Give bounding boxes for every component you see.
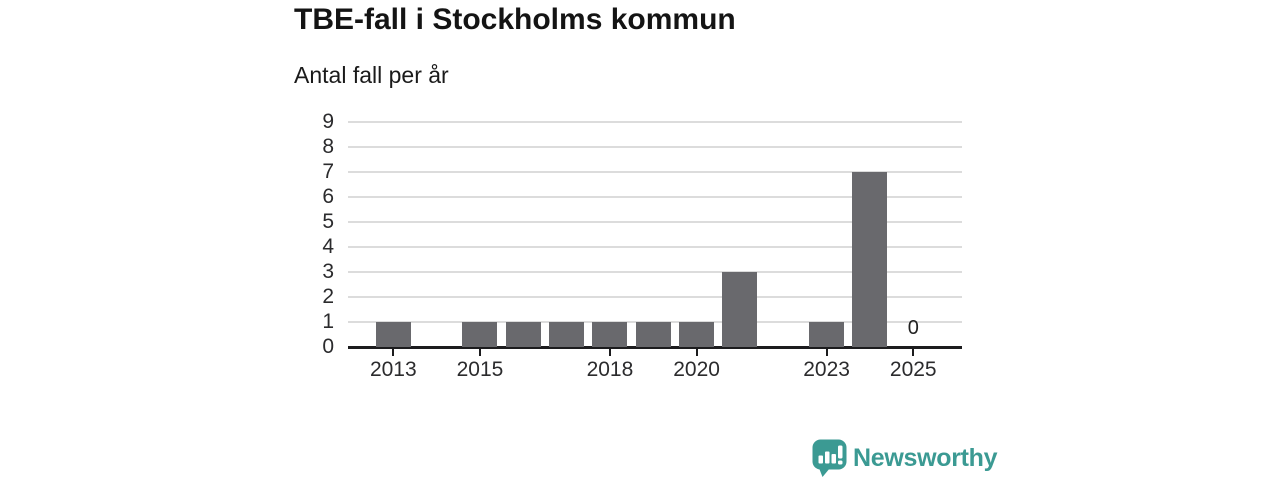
- x-axis-tick-2015: [478, 349, 481, 356]
- bar-2021: [722, 272, 758, 347]
- gridline-y-5: [348, 221, 962, 223]
- bar-2024: [852, 172, 888, 347]
- y-axis-label: 5: [322, 210, 334, 233]
- gridline-y-8: [348, 146, 962, 148]
- y-axis-label: 0: [322, 335, 334, 358]
- x-axis-tick-2018: [608, 349, 611, 356]
- gridline-y-2: [348, 296, 962, 298]
- x-axis-tick-2020: [695, 349, 698, 356]
- x-axis-label: 2020: [673, 358, 720, 381]
- x-axis-label: 2015: [456, 358, 504, 381]
- gridline-y-4: [348, 246, 962, 248]
- bar-2016: [505, 322, 541, 347]
- chart-title: TBE-fall i Stockholms kommun: [294, 3, 736, 36]
- gridline-y-9: [348, 121, 962, 123]
- y-axis-label: 7: [322, 160, 334, 183]
- y-axis-label: 1: [322, 310, 334, 333]
- bar-2020: [679, 322, 715, 347]
- x-axis-label: 2023: [803, 358, 850, 381]
- bar-2023: [809, 322, 845, 347]
- bar-2019: [635, 322, 671, 347]
- y-axis-label: 2: [322, 285, 334, 308]
- y-axis-label: 8: [322, 135, 334, 158]
- gridline-y-7: [348, 171, 962, 173]
- x-axis-label: 2025: [889, 358, 937, 381]
- bar-2018: [592, 322, 628, 347]
- y-axis-label: 6: [322, 185, 334, 208]
- x-axis-label: 2013: [369, 358, 417, 381]
- newsworthy-bar-chart-bubble-icon: [812, 439, 847, 477]
- bar-2013: [375, 322, 411, 347]
- gridline-y-3: [348, 271, 962, 273]
- bar-value-label-2025: 0: [907, 317, 919, 339]
- x-axis-label: 2018: [586, 358, 634, 381]
- plot-area: 0 1 2 3 4 5 6 7 8 9 0 2013 2015 2018 2020 2023 2025: [322, 110, 962, 381]
- chart-subtitle: Antal fall per år: [294, 62, 449, 88]
- y-axis-label: 3: [322, 260, 334, 283]
- x-axis-tick-2023: [825, 349, 828, 356]
- newsworthy-logo[interactable]: Newsworthy: [812, 439, 998, 477]
- x-axis-tick-2013: [392, 349, 395, 356]
- gridline-y-6: [348, 196, 962, 198]
- bar-2015: [462, 322, 498, 347]
- x-axis-tick-2025: [912, 349, 915, 356]
- bar-2017: [549, 322, 585, 347]
- y-axis-label: 9: [322, 110, 334, 133]
- x-axis-line: [348, 346, 962, 349]
- newsworthy-logo-text: Newsworthy: [853, 444, 998, 472]
- y-axis-label: 4: [322, 235, 334, 258]
